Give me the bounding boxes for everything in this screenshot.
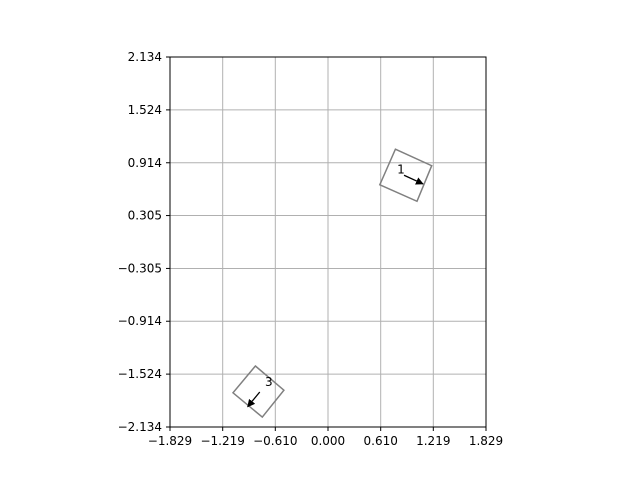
x-tick-label: 0.000 [311, 434, 345, 448]
x-axis: −1.829 −1.219 −0.610 0.000 0.610 1.219 1.829 [148, 427, 503, 448]
y-tick-label: 1.524 [128, 103, 162, 117]
x-tick-label: 1.219 [416, 434, 450, 448]
x-tick-label: −1.829 [148, 434, 192, 448]
heading-arrow-icon [403, 174, 424, 185]
y-tick-label: 0.305 [128, 209, 162, 223]
y-tick-label: −1.524 [118, 367, 162, 381]
x-tick-label: −0.610 [253, 434, 297, 448]
y-axis: −2.134 −1.524 −0.914 −0.305 0.305 0.914 1.524 2… [118, 50, 170, 434]
x-tick-label: 0.610 [364, 434, 398, 448]
grid [169, 56, 487, 428]
robot-box [231, 364, 285, 419]
y-tick-label: 0.914 [128, 156, 162, 170]
robot-box [378, 148, 433, 203]
x-tick-label: −1.219 [200, 434, 244, 448]
heading-arrow-icon [247, 391, 261, 408]
y-tick-label: −0.305 [118, 261, 162, 275]
robot-label: 3 [265, 375, 273, 389]
robots: 13 [231, 148, 433, 419]
y-tick-label: −0.914 [118, 314, 162, 328]
y-tick-label: −2.134 [118, 420, 162, 434]
y-tick-label: 2.134 [128, 50, 162, 64]
robot-marker-3: 3 [231, 364, 285, 419]
robot-label: 1 [397, 163, 405, 177]
x-tick-label: 1.829 [469, 434, 503, 448]
robot-marker-1: 1 [378, 148, 433, 203]
